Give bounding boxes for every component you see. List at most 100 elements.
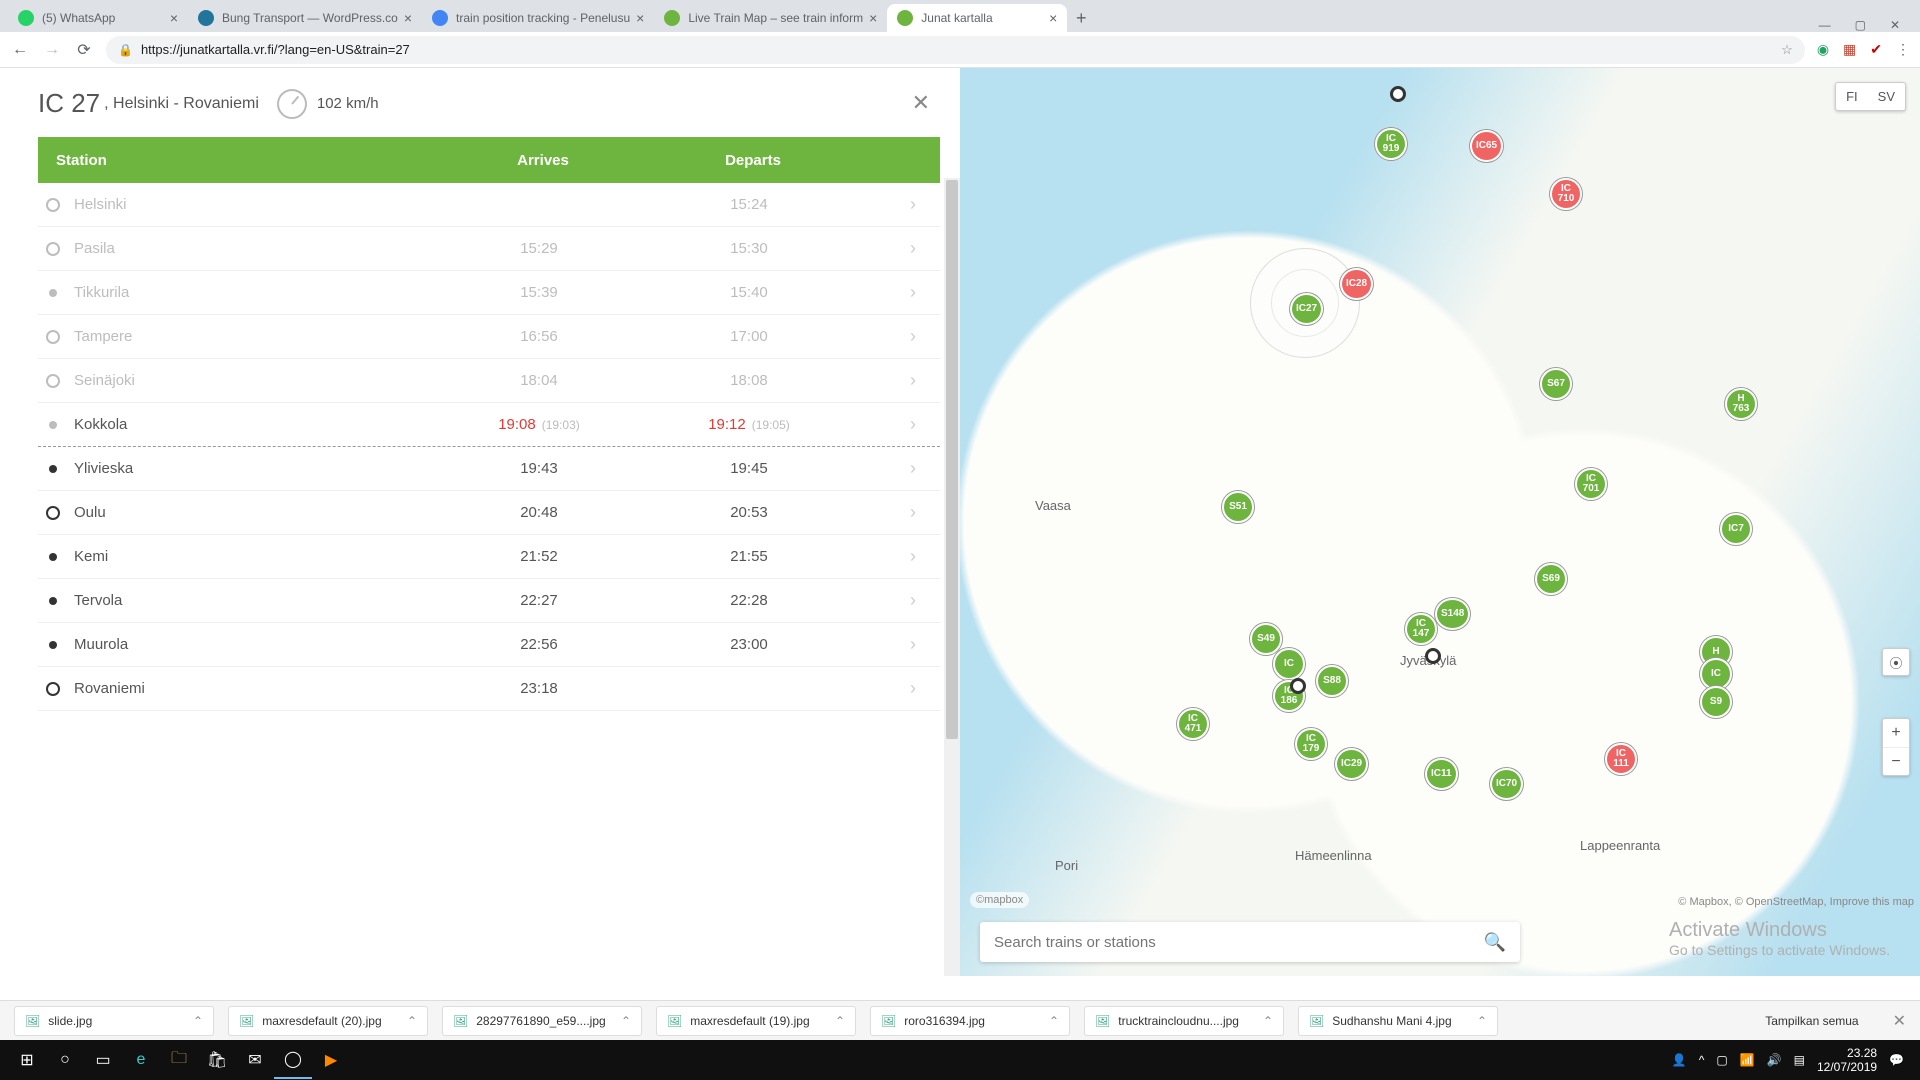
task-view-icon[interactable]: ▭ bbox=[84, 1041, 122, 1079]
extension-icon[interactable]: ◉ bbox=[1817, 41, 1829, 58]
browser-tab[interactable]: Bung Transport — WordPress.co× bbox=[188, 4, 422, 32]
chevron-right-icon[interactable]: › bbox=[854, 634, 940, 655]
close-tab-icon[interactable]: × bbox=[404, 10, 412, 26]
chevron-right-icon[interactable]: › bbox=[854, 282, 940, 303]
chevron-up-icon[interactable]: ⌃ bbox=[193, 1014, 203, 1028]
minimize-icon[interactable]: — bbox=[1819, 18, 1831, 32]
address-bar[interactable]: 🔒 https://junatkartalla.vr.fi/?lang=en-U… bbox=[106, 36, 1805, 64]
menu-icon[interactable]: ⋮ bbox=[1896, 41, 1910, 58]
chevron-right-icon[interactable]: › bbox=[854, 414, 940, 435]
maximize-icon[interactable]: ▢ bbox=[1855, 18, 1866, 32]
download-item[interactable]: 🖼maxresdefault (19).jpg⌃ bbox=[656, 1006, 856, 1036]
close-tab-icon[interactable]: × bbox=[170, 10, 178, 26]
train-marker[interactable]: S67 bbox=[1540, 368, 1572, 400]
download-item[interactable]: 🖼slide.jpg⌃ bbox=[14, 1006, 214, 1036]
map-search[interactable]: 🔍 bbox=[980, 922, 1520, 962]
zoom-out-button[interactable]: − bbox=[1883, 747, 1909, 775]
system-clock[interactable]: 23.28 12/07/2019 bbox=[1817, 1046, 1877, 1075]
download-item[interactable]: 🖼Sudhanshu Mani 4.jpg⌃ bbox=[1298, 1006, 1498, 1036]
search-input[interactable] bbox=[994, 934, 1484, 951]
pdf-extension-icon[interactable]: ▦ bbox=[1843, 41, 1856, 58]
reload-button[interactable]: ⟳ bbox=[74, 40, 94, 60]
notifications-icon[interactable]: 💬 bbox=[1889, 1053, 1904, 1067]
new-tab-button[interactable]: + bbox=[1067, 4, 1095, 32]
search-icon[interactable]: 🔍 bbox=[1484, 932, 1506, 953]
back-button[interactable]: ← bbox=[10, 41, 30, 59]
locate-button[interactable]: ⦿ bbox=[1882, 648, 1910, 676]
close-panel-button[interactable]: ✕ bbox=[912, 90, 930, 116]
map-background[interactable] bbox=[960, 68, 1920, 976]
tray-battery-icon[interactable]: ▢ bbox=[1716, 1053, 1727, 1067]
map-attribution[interactable]: © Mapbox, © OpenStreetMap, Improve this … bbox=[1678, 896, 1914, 908]
edge-icon[interactable]: e bbox=[122, 1041, 160, 1079]
chevron-up-icon[interactable]: ⌃ bbox=[1049, 1014, 1059, 1028]
station-ring-marker[interactable] bbox=[1425, 648, 1441, 664]
train-marker[interactable]: IC11 bbox=[1425, 758, 1458, 790]
train-marker[interactable]: IC28 bbox=[1340, 268, 1373, 300]
map-panel[interactable]: VaasaPoriJyväskyläLappeenrantaHämeenlinn… bbox=[960, 68, 1920, 976]
train-marker[interactable]: IC70 bbox=[1490, 768, 1523, 800]
train-marker[interactable]: IC 147 bbox=[1405, 613, 1437, 645]
train-marker[interactable]: IC 710 bbox=[1550, 178, 1582, 210]
chevron-right-icon[interactable]: › bbox=[854, 678, 940, 699]
train-marker[interactable]: IC7 bbox=[1720, 513, 1752, 545]
stop-row[interactable]: Helsinki 15:24 › bbox=[38, 183, 940, 227]
forward-button[interactable]: → bbox=[42, 41, 62, 59]
train-marker[interactable]: IC bbox=[1273, 648, 1305, 680]
chevron-right-icon[interactable]: › bbox=[854, 370, 940, 391]
close-tab-icon[interactable]: × bbox=[869, 10, 877, 26]
stop-row[interactable]: Kemi 21:52 21:55 › bbox=[38, 535, 940, 579]
close-window-icon[interactable]: ✕ bbox=[1890, 18, 1900, 32]
chevron-right-icon[interactable]: › bbox=[854, 326, 940, 347]
chevron-up-icon[interactable]: ⌃ bbox=[1477, 1014, 1487, 1028]
explorer-icon[interactable]: 🗀 bbox=[160, 1041, 198, 1079]
train-marker[interactable]: IC65 bbox=[1470, 130, 1503, 162]
stop-row[interactable]: Oulu 20:48 20:53 › bbox=[38, 491, 940, 535]
browser-tab[interactable]: Live Train Map – see train inform× bbox=[654, 4, 887, 32]
browser-tab[interactable]: Junat kartalla× bbox=[887, 4, 1067, 32]
train-marker[interactable]: IC 179 bbox=[1295, 728, 1327, 760]
browser-tab[interactable]: train position tracking - Penelusu× bbox=[422, 4, 654, 32]
stop-row[interactable]: Kokkola 19:08(19:03) 19:12(19:05) › bbox=[38, 403, 940, 447]
stop-row[interactable]: Muurola 22:56 23:00 › bbox=[38, 623, 940, 667]
chevron-up-icon[interactable]: ⌃ bbox=[835, 1014, 845, 1028]
vlc-icon[interactable]: ▶ bbox=[312, 1041, 350, 1079]
stop-row[interactable]: Pasila 15:29 15:30 › bbox=[38, 227, 940, 271]
train-marker[interactable]: S148 bbox=[1435, 598, 1470, 630]
show-all-downloads[interactable]: Tampilkan semua bbox=[1755, 1010, 1868, 1032]
train-marker[interactable]: IC29 bbox=[1335, 748, 1368, 780]
train-marker[interactable]: IC 471 bbox=[1177, 708, 1209, 740]
download-item[interactable]: 🖼roro316394.jpg⌃ bbox=[870, 1006, 1070, 1036]
stop-row[interactable]: Tikkurila 15:39 15:40 › bbox=[38, 271, 940, 315]
chevron-up-icon[interactable]: ⌃ bbox=[621, 1014, 631, 1028]
close-tab-icon[interactable]: × bbox=[1049, 10, 1057, 26]
tray-lang-icon[interactable]: ▤ bbox=[1794, 1053, 1805, 1067]
extension-icon-2[interactable]: ✔ bbox=[1870, 41, 1882, 58]
chevron-right-icon[interactable]: › bbox=[854, 194, 940, 215]
search-taskbar-icon[interactable]: ○ bbox=[46, 1041, 84, 1079]
tray-chevron-icon[interactable]: ^ bbox=[1699, 1053, 1705, 1067]
lang-fi[interactable]: FI bbox=[1836, 83, 1868, 110]
download-item[interactable]: 🖼28297761890_e59....jpg⌃ bbox=[442, 1006, 642, 1036]
stop-row[interactable]: Rovaniemi 23:18 › bbox=[38, 667, 940, 711]
tray-wifi-icon[interactable]: 📶 bbox=[1740, 1053, 1755, 1067]
station-ring-marker[interactable] bbox=[1390, 86, 1406, 102]
stop-row[interactable]: Tampere 16:56 17:00 › bbox=[38, 315, 940, 359]
browser-tab[interactable]: (5) WhatsApp× bbox=[8, 4, 188, 32]
stop-row[interactable]: Tervola 22:27 22:28 › bbox=[38, 579, 940, 623]
station-ring-marker[interactable] bbox=[1290, 678, 1306, 694]
chrome-icon[interactable]: ◯ bbox=[274, 1041, 312, 1079]
tray-volume-icon[interactable]: 🔊 bbox=[1767, 1053, 1782, 1067]
zoom-in-button[interactable]: + bbox=[1883, 719, 1909, 747]
train-marker[interactable]: S51 bbox=[1222, 491, 1254, 523]
train-marker[interactable]: IC 701 bbox=[1575, 468, 1607, 500]
store-icon[interactable]: 🛍 bbox=[198, 1041, 236, 1079]
download-item[interactable]: 🖼trucktraincloudnu....jpg⌃ bbox=[1084, 1006, 1284, 1036]
train-marker[interactable]: S49 bbox=[1250, 623, 1282, 655]
close-downloads-bar[interactable]: ✕ bbox=[1893, 1011, 1906, 1031]
mail-icon[interactable]: ✉ bbox=[236, 1041, 274, 1079]
train-marker[interactable]: IC27 bbox=[1290, 293, 1323, 325]
chevron-right-icon[interactable]: › bbox=[854, 546, 940, 567]
train-marker[interactable]: S88 bbox=[1316, 665, 1348, 697]
train-marker[interactable]: IC 919 bbox=[1375, 128, 1407, 160]
